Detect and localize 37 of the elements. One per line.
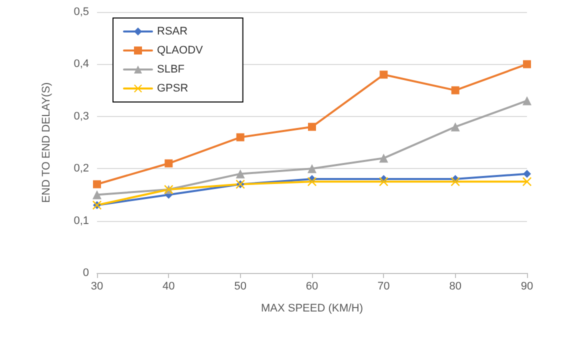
point <box>450 177 460 186</box>
point <box>308 177 316 186</box>
point <box>523 170 531 178</box>
point <box>450 122 460 132</box>
point <box>523 60 531 68</box>
x-tick-label: 30 <box>90 280 104 292</box>
point <box>164 159 173 168</box>
legend-label: SLBF <box>157 64 185 76</box>
y-tick-label: 0,2 <box>74 162 89 175</box>
y-tick-label: 0,4 <box>74 58 89 70</box>
y-tick-label: 0 <box>82 267 89 279</box>
point <box>522 96 532 106</box>
point <box>308 122 316 131</box>
x-tick-label: 40 <box>162 280 175 292</box>
point <box>236 133 244 142</box>
x-tick-label: 80 <box>449 280 462 292</box>
point <box>380 70 388 79</box>
point <box>522 177 532 186</box>
x-tick-label: 50 <box>234 280 246 292</box>
point <box>93 180 101 188</box>
point <box>451 86 460 94</box>
x-tick-label: 90 <box>520 280 534 292</box>
y-axis-title: END TO END DELAY(S) <box>40 82 52 203</box>
point <box>379 154 388 163</box>
point <box>379 177 388 186</box>
point <box>308 164 316 174</box>
y-tick-label: 0,3 <box>74 110 89 122</box>
x-axis-title: MAX SPEED (KM/H) <box>260 302 364 314</box>
point <box>92 190 102 200</box>
y-tick-label: 0,5 <box>74 6 89 18</box>
point <box>236 169 245 178</box>
x-tick-label: 60 <box>306 280 318 292</box>
legend-label: QLAODV <box>157 44 204 56</box>
legend-label: GPSR <box>157 82 188 94</box>
y-tick-label: 0,1 <box>74 214 89 227</box>
legend-label: RSAR <box>157 26 188 38</box>
x-tick-label: 70 <box>378 280 390 292</box>
